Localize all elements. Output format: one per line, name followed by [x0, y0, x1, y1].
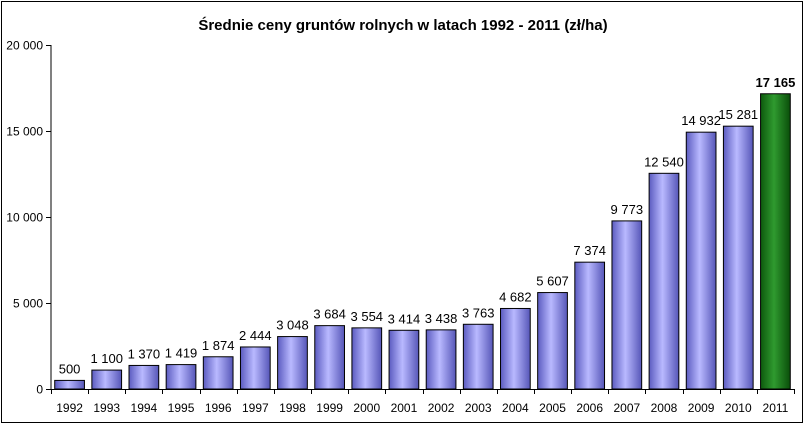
data-label: 1 874	[202, 338, 235, 353]
y-tick-label: 5 000	[13, 297, 43, 311]
x-tick-label: 2008	[651, 401, 678, 415]
x-tick-label: 1992	[56, 401, 83, 415]
bar	[611, 220, 643, 390]
data-label: 9 773	[611, 202, 644, 217]
data-label: 1 100	[90, 351, 123, 366]
x-tick-label: 1995	[168, 401, 195, 415]
bar	[648, 172, 680, 390]
data-label: 12 540	[644, 154, 684, 169]
data-label: 3 554	[351, 309, 384, 324]
bar	[574, 261, 606, 390]
bar	[202, 356, 234, 390]
data-label: 1 419	[165, 346, 198, 361]
x-tick-label: 2009	[688, 401, 715, 415]
data-label: 7 374	[573, 243, 606, 258]
x-tick-label: 2002	[428, 401, 455, 415]
data-label: 5 607	[536, 274, 569, 289]
bar	[314, 325, 345, 390]
x-tick-label: 2006	[576, 401, 603, 415]
bar	[462, 323, 494, 390]
data-label: 14 932	[681, 113, 721, 128]
data-label: 2 444	[239, 328, 272, 343]
x-tick-label: 2003	[465, 401, 492, 415]
bar	[685, 131, 717, 390]
x-tick-label: 2001	[391, 401, 418, 415]
x-tick-label: 2000	[353, 401, 380, 415]
data-label: 15 281	[718, 107, 758, 122]
bar	[54, 379, 85, 390]
y-tick-label: 20 000	[6, 39, 43, 53]
bar	[165, 364, 197, 390]
x-tick-label: 2005	[539, 401, 566, 415]
bar	[388, 329, 420, 390]
x-tick-label: 1993	[93, 401, 120, 415]
data-labels: 500 1 100 1 370 1 419 1 874 2 444 3 048 3 684 3 …	[59, 75, 796, 377]
bar	[425, 329, 457, 390]
data-label: 17 165	[756, 75, 796, 90]
data-label: 500	[59, 361, 81, 376]
bar-highlight	[760, 93, 791, 390]
bar	[351, 327, 383, 390]
y-tick-label: 0	[36, 383, 43, 397]
data-label: 3 763	[462, 305, 495, 320]
bar	[722, 125, 754, 390]
x-tick-label: 2011	[763, 401, 789, 415]
bar	[500, 307, 531, 390]
x-tick-label: 2010	[725, 401, 752, 415]
data-label: 3 438	[425, 311, 458, 326]
y-tick-label: 10 000	[6, 211, 43, 225]
x-tick-label: 1999	[316, 401, 343, 415]
bar	[128, 364, 160, 390]
x-axis: 1992 1993 1994 1995 1996 1997 1998 1999 2000 2001…	[51, 389, 795, 415]
data-label: 3 414	[388, 311, 421, 326]
bar	[91, 369, 123, 390]
bar	[537, 292, 568, 390]
data-label: 1 370	[128, 346, 161, 361]
x-tick-label: 1998	[279, 401, 306, 415]
data-label: 3 684	[313, 307, 346, 322]
y-axis: 0 5 000 10 000 15 000 20 000	[6, 39, 52, 397]
data-label: 3 048	[276, 318, 309, 333]
bar	[239, 346, 271, 390]
x-tick-label: 2004	[502, 401, 529, 415]
chart-title: Średnie ceny gruntów rolnych w latach 19…	[198, 16, 607, 34]
x-tick-label: 1996	[205, 401, 232, 415]
x-tick-label: 1994	[131, 401, 158, 415]
bar	[277, 336, 308, 390]
x-tick-label: 1997	[242, 401, 269, 415]
y-tick-label: 15 000	[6, 125, 43, 139]
data-label: 4 682	[499, 289, 532, 304]
bar-series	[54, 93, 791, 390]
x-tick-label: 2007	[613, 401, 640, 415]
